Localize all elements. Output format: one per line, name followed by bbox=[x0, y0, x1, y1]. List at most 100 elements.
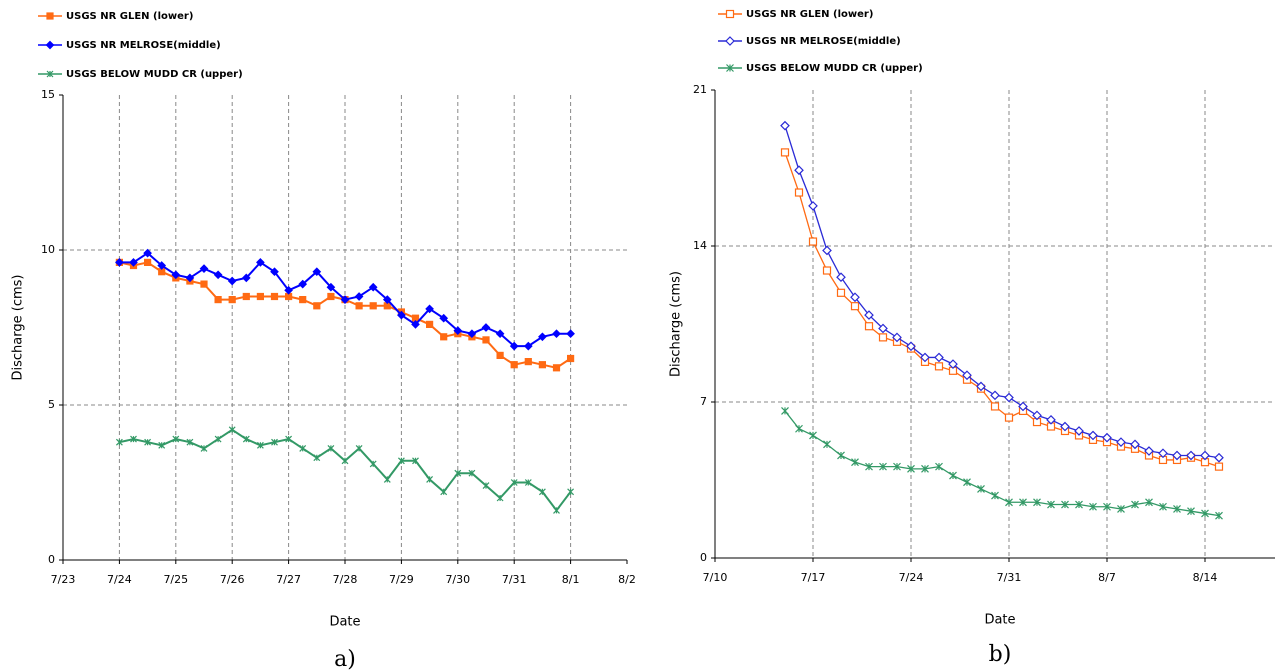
data-point bbox=[199, 264, 209, 273]
data-point bbox=[1018, 401, 1028, 412]
data-point bbox=[780, 148, 790, 157]
x-tick-label: 8/2 bbox=[618, 573, 636, 586]
data-point bbox=[1200, 450, 1210, 461]
data-point bbox=[172, 435, 180, 443]
data-point bbox=[822, 245, 832, 256]
data-point bbox=[270, 292, 279, 301]
data-point bbox=[1173, 505, 1181, 513]
data-point bbox=[808, 201, 818, 211]
data-point bbox=[934, 362, 944, 371]
data-point bbox=[313, 454, 321, 462]
data-point bbox=[496, 351, 504, 359]
y-tick-label: 5 bbox=[48, 398, 55, 411]
y-tick-label: 0 bbox=[48, 553, 55, 566]
x-tick-label: 8/1 bbox=[562, 573, 580, 586]
data-point bbox=[893, 462, 901, 471]
data-point bbox=[256, 292, 264, 301]
data-point bbox=[412, 457, 419, 465]
x-tick-label: 7/26 bbox=[220, 573, 245, 586]
x-tick-label: 7/29 bbox=[389, 573, 414, 586]
data-point bbox=[228, 296, 236, 304]
data-point bbox=[1214, 452, 1224, 463]
data-point bbox=[878, 323, 888, 334]
data-point bbox=[242, 435, 250, 443]
data-point bbox=[1159, 502, 1167, 511]
data-point bbox=[256, 258, 265, 267]
data-point bbox=[906, 341, 916, 352]
data-point bbox=[397, 310, 406, 320]
legend-marker bbox=[46, 70, 54, 78]
series-line bbox=[784, 410, 1220, 517]
data-point bbox=[836, 288, 846, 297]
data-point bbox=[299, 444, 307, 452]
data-point bbox=[1033, 498, 1041, 507]
data-point bbox=[794, 188, 804, 197]
data-point bbox=[878, 333, 888, 342]
data-point bbox=[808, 237, 818, 246]
data-point bbox=[354, 292, 364, 301]
data-point bbox=[200, 280, 208, 288]
data-point bbox=[510, 361, 518, 369]
data-point bbox=[439, 313, 449, 323]
series-line bbox=[784, 125, 1220, 459]
x-tick-label: 7/30 bbox=[445, 573, 470, 586]
data-point bbox=[495, 329, 505, 339]
data-point bbox=[186, 438, 194, 446]
x-tick-label: 7/17 bbox=[801, 571, 826, 584]
data-point bbox=[369, 460, 377, 468]
data-point bbox=[214, 435, 222, 443]
data-point bbox=[1103, 502, 1111, 511]
x-tick-label: 7/25 bbox=[163, 573, 188, 586]
data-point bbox=[454, 469, 462, 477]
data-point bbox=[1158, 448, 1168, 459]
caption: b) bbox=[989, 642, 1012, 667]
data-point bbox=[836, 272, 846, 283]
data-point bbox=[822, 266, 832, 275]
data-point bbox=[1187, 507, 1195, 516]
caption: a) bbox=[334, 647, 356, 671]
data-point bbox=[115, 438, 123, 446]
data-point bbox=[242, 292, 250, 301]
data-point bbox=[397, 457, 405, 465]
y-tick-label: 7 bbox=[700, 395, 707, 408]
legend-marker bbox=[45, 40, 55, 50]
legend-label: USGS NR MELROSE(middle) bbox=[66, 40, 221, 51]
data-point bbox=[340, 295, 350, 304]
data-point bbox=[523, 341, 533, 351]
data-point bbox=[467, 329, 477, 339]
data-point bbox=[341, 457, 349, 465]
data-point bbox=[1004, 413, 1014, 422]
data-point bbox=[977, 484, 985, 493]
x-tick-label: 7/28 bbox=[333, 573, 358, 586]
data-point bbox=[496, 494, 504, 502]
data-point bbox=[1144, 446, 1154, 456]
data-point bbox=[327, 292, 335, 301]
data-point bbox=[171, 270, 181, 280]
data-point bbox=[144, 438, 152, 446]
y-tick-label: 10 bbox=[41, 243, 55, 256]
data-point bbox=[990, 402, 1000, 411]
data-point bbox=[1089, 502, 1097, 511]
data-point bbox=[157, 261, 167, 270]
x-tick-label: 7/10 bbox=[703, 571, 728, 584]
data-point bbox=[567, 488, 575, 496]
data-point bbox=[327, 444, 335, 452]
data-point bbox=[538, 361, 547, 369]
data-point bbox=[1102, 432, 1112, 443]
y-axis-label: Discharge (cms) bbox=[669, 271, 684, 377]
data-point bbox=[1130, 439, 1140, 450]
legend-marker bbox=[725, 9, 735, 19]
y-axis-label: Discharge (cms) bbox=[11, 275, 26, 381]
data-point bbox=[368, 282, 378, 292]
data-point bbox=[383, 475, 391, 483]
data-point bbox=[1019, 498, 1027, 507]
x-tick-label: 8/14 bbox=[1193, 571, 1218, 584]
data-point bbox=[185, 273, 195, 283]
data-point bbox=[1004, 392, 1014, 403]
data-point bbox=[143, 248, 152, 258]
data-point bbox=[241, 273, 251, 283]
data-point bbox=[991, 491, 999, 500]
data-point bbox=[1201, 509, 1209, 518]
data-point bbox=[326, 282, 336, 292]
